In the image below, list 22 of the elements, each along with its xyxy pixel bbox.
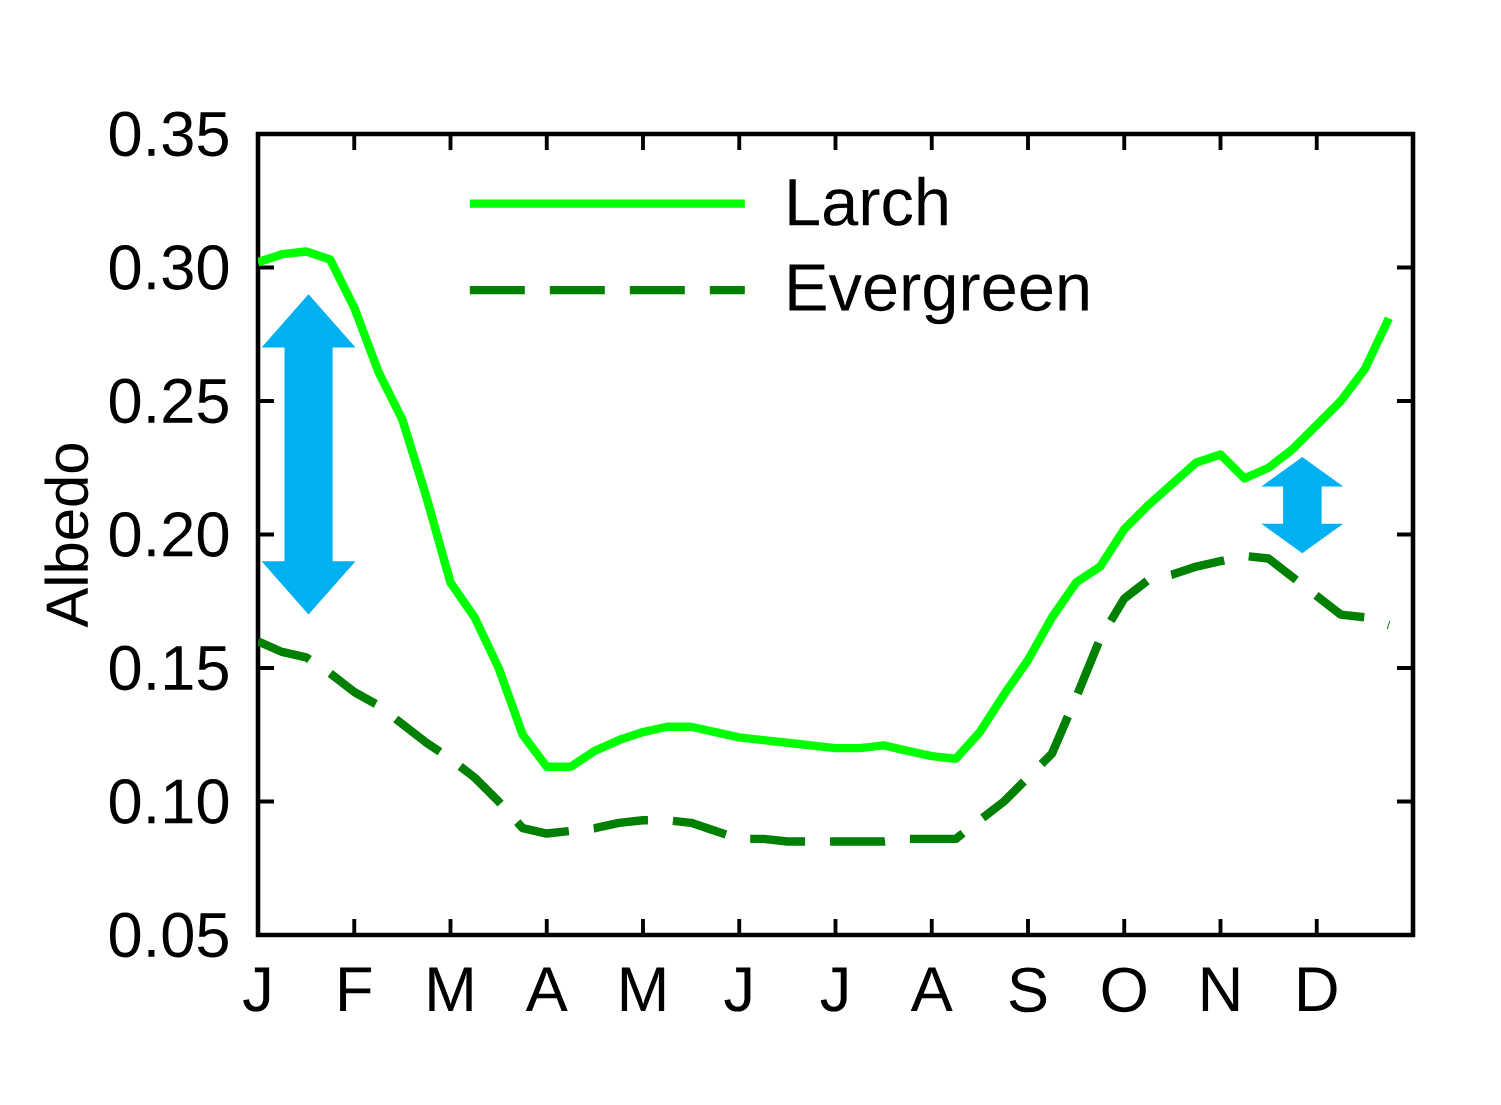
x-tick-label: A xyxy=(910,967,953,1011)
x-tick-label: D xyxy=(1299,967,1337,1011)
y-axis-title: Albedo xyxy=(44,444,89,628)
y-tick-label: 0.15 xyxy=(109,645,228,691)
y-tick-label: 0.25 xyxy=(109,378,228,424)
legend-label: Evergreen xyxy=(789,264,1088,325)
y-tick-label: 0.30 xyxy=(109,245,229,290)
x-tick-label: N xyxy=(1202,967,1239,1011)
legend-label: Larch xyxy=(789,176,947,226)
x-tick-label: O xyxy=(1102,967,1146,1013)
x-tick-label: F xyxy=(340,967,372,1011)
y-tick-label: 0.10 xyxy=(109,779,229,824)
x-tick-label: S xyxy=(1009,967,1047,1013)
x-tick-label: M xyxy=(621,967,665,1011)
y-tick-label: 0.35 xyxy=(109,111,228,157)
x-tick-label: J xyxy=(724,967,751,1012)
x-tick-label: J xyxy=(243,967,270,1012)
x-tick-label: M xyxy=(429,967,472,1011)
x-tick-label: A xyxy=(525,967,568,1011)
x-tick-label: J xyxy=(820,967,847,1012)
y-tick-label: 0.20 xyxy=(109,512,229,557)
y-tick-label: 0.05 xyxy=(109,912,228,958)
